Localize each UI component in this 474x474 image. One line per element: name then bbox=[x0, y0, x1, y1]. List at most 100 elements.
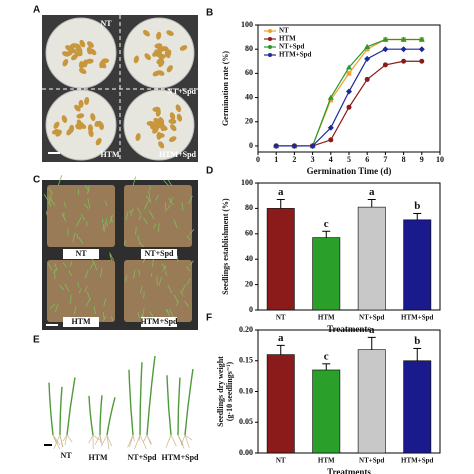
legend-label: HTM+Spd bbox=[279, 51, 311, 59]
photo-label: HTM+Spd bbox=[161, 453, 199, 462]
seed bbox=[61, 115, 68, 123]
sprout bbox=[84, 269, 89, 279]
x-tick-label: NT bbox=[276, 314, 286, 322]
leaf bbox=[66, 377, 76, 436]
sprout bbox=[49, 303, 56, 310]
seed bbox=[157, 53, 166, 59]
root bbox=[184, 434, 193, 441]
sprout bbox=[50, 198, 56, 206]
root bbox=[94, 434, 101, 445]
sprout bbox=[138, 269, 141, 276]
y-tick-label: 0 bbox=[249, 141, 253, 150]
marker bbox=[364, 46, 370, 52]
sprout bbox=[148, 210, 155, 220]
root bbox=[66, 434, 73, 443]
root bbox=[168, 434, 172, 441]
legend-marker bbox=[268, 45, 272, 49]
sprout bbox=[130, 210, 132, 216]
sprout bbox=[135, 226, 137, 235]
seed bbox=[65, 50, 73, 57]
legend-label: HTM bbox=[279, 35, 296, 43]
leaf bbox=[106, 397, 116, 436]
x-tick-label: NT bbox=[276, 457, 286, 465]
root bbox=[134, 434, 141, 450]
seed bbox=[78, 68, 87, 74]
sprout bbox=[186, 266, 191, 272]
root bbox=[180, 434, 186, 446]
sprout bbox=[47, 199, 50, 205]
y-tick-label: 60 bbox=[245, 68, 253, 77]
seed bbox=[166, 65, 173, 73]
sprout bbox=[110, 316, 114, 322]
sprout bbox=[148, 190, 151, 201]
sprout bbox=[184, 300, 189, 308]
tray bbox=[47, 260, 115, 322]
bar bbox=[357, 349, 386, 454]
x-tick-label: NT+Spd bbox=[359, 457, 384, 465]
seed bbox=[170, 124, 177, 132]
sprout bbox=[155, 194, 159, 201]
panel-label: B bbox=[206, 8, 213, 19]
sprout bbox=[165, 270, 167, 276]
bar bbox=[266, 354, 295, 454]
y-axis-title: Seedlings dry weight bbox=[216, 356, 225, 427]
sprout bbox=[138, 242, 145, 248]
sprout bbox=[125, 211, 129, 221]
seed bbox=[166, 49, 172, 58]
x-tick-label: 1 bbox=[274, 155, 278, 164]
sprout bbox=[123, 240, 126, 246]
leaf bbox=[177, 377, 181, 436]
seed bbox=[152, 126, 159, 134]
seed bbox=[152, 70, 161, 77]
seed bbox=[99, 61, 107, 69]
marker bbox=[382, 62, 388, 68]
panel-label: C bbox=[33, 175, 40, 186]
y-tick-label: 0.20 bbox=[239, 325, 253, 334]
series-line bbox=[276, 48, 422, 147]
seed bbox=[84, 96, 90, 105]
sprout bbox=[105, 218, 108, 227]
seed bbox=[95, 120, 103, 127]
seed bbox=[87, 41, 94, 48]
tray bbox=[124, 185, 192, 247]
bar bbox=[312, 369, 341, 454]
seed bbox=[168, 118, 177, 124]
sprout bbox=[110, 216, 113, 223]
seed bbox=[175, 104, 182, 113]
sprout bbox=[158, 276, 163, 286]
y-tick-label: 0.10 bbox=[239, 386, 253, 395]
sprout bbox=[68, 270, 72, 276]
x-tick-label: HTM+Spd bbox=[401, 457, 433, 465]
photo-label: NT+Spd bbox=[127, 453, 157, 462]
seed bbox=[156, 57, 164, 65]
seed bbox=[144, 53, 151, 61]
significance-letter: b bbox=[414, 200, 420, 212]
leaf bbox=[59, 386, 63, 436]
sprout bbox=[173, 219, 178, 229]
seed bbox=[66, 128, 73, 136]
panel-label: E bbox=[33, 335, 40, 346]
leaf bbox=[184, 368, 194, 436]
y-tick-label: 100 bbox=[241, 178, 253, 187]
x-tick-label: HTM bbox=[318, 314, 335, 322]
sprout bbox=[166, 204, 171, 210]
seed bbox=[79, 39, 86, 48]
sprout bbox=[104, 200, 108, 207]
leaf bbox=[48, 382, 54, 436]
sprout bbox=[167, 179, 173, 187]
sprout bbox=[161, 263, 167, 270]
seed bbox=[55, 129, 62, 137]
x-tick-label: 5 bbox=[347, 155, 351, 164]
seed bbox=[179, 45, 188, 51]
marker bbox=[309, 142, 316, 149]
legend-label: NT bbox=[279, 27, 289, 35]
y-tick-label: 0.05 bbox=[239, 417, 253, 426]
photo-label: HTM bbox=[100, 150, 120, 159]
seed bbox=[158, 141, 165, 149]
sprout bbox=[72, 232, 76, 243]
sprout bbox=[137, 312, 140, 319]
x-tick-label: 2 bbox=[292, 155, 296, 164]
marker bbox=[327, 94, 334, 100]
sprout bbox=[166, 308, 171, 318]
